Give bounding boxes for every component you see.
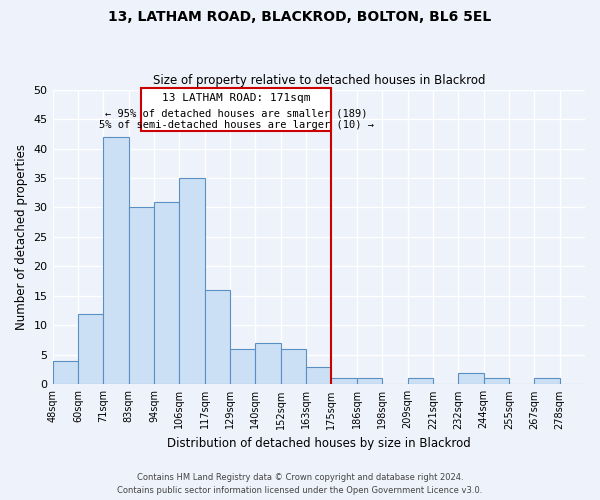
Text: 13, LATHAM ROAD, BLACKROD, BOLTON, BL6 5EL: 13, LATHAM ROAD, BLACKROD, BOLTON, BL6 5… <box>109 10 491 24</box>
Text: 5% of semi-detached houses are larger (10) →: 5% of semi-detached houses are larger (1… <box>99 120 374 130</box>
Title: Size of property relative to detached houses in Blackrod: Size of property relative to detached ho… <box>152 74 485 87</box>
Bar <box>407 378 433 384</box>
Bar <box>53 360 78 384</box>
Bar <box>331 378 357 384</box>
Text: ← 95% of detached houses are smaller (189): ← 95% of detached houses are smaller (18… <box>105 108 368 118</box>
Bar <box>306 366 331 384</box>
Bar <box>230 349 256 384</box>
Bar <box>458 372 484 384</box>
Bar <box>128 208 154 384</box>
Bar <box>103 136 128 384</box>
Bar <box>78 314 103 384</box>
Bar <box>179 178 205 384</box>
Bar <box>141 88 331 131</box>
Bar <box>357 378 382 384</box>
Bar <box>256 343 281 384</box>
Text: 13 LATHAM ROAD: 171sqm: 13 LATHAM ROAD: 171sqm <box>162 94 311 104</box>
Y-axis label: Number of detached properties: Number of detached properties <box>15 144 28 330</box>
Bar <box>534 378 560 384</box>
Text: Contains HM Land Registry data © Crown copyright and database right 2024.
Contai: Contains HM Land Registry data © Crown c… <box>118 474 482 495</box>
Bar <box>281 349 306 384</box>
Bar <box>205 290 230 384</box>
Bar <box>484 378 509 384</box>
Bar <box>154 202 179 384</box>
X-axis label: Distribution of detached houses by size in Blackrod: Distribution of detached houses by size … <box>167 437 470 450</box>
